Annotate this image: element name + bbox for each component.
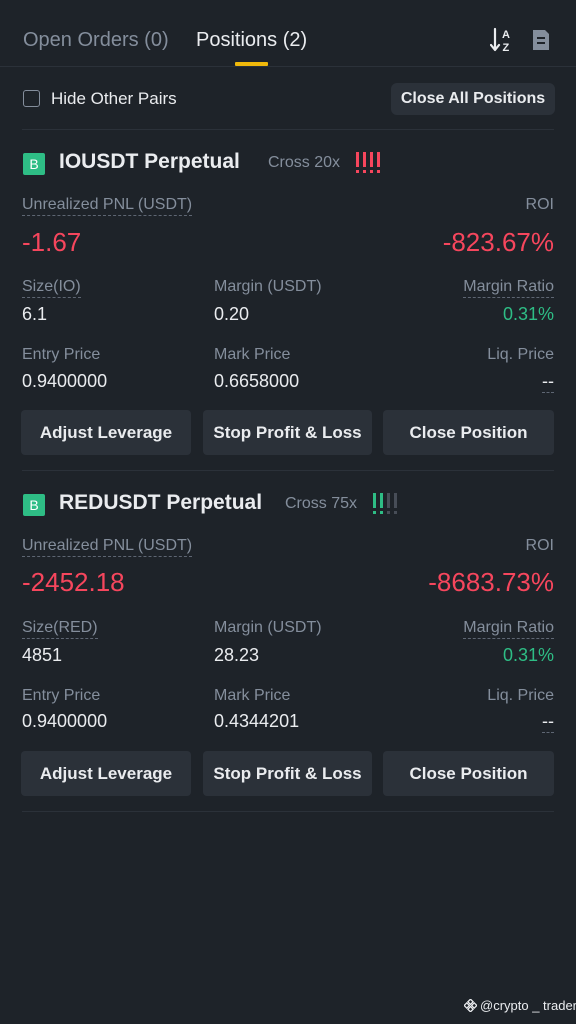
position-card: B REDUSDT Perpetual Cross 75x Unrealized… bbox=[0, 471, 576, 812]
close-all-positions-button[interactable]: Close All Positions bbox=[391, 83, 555, 115]
liq-price-value[interactable]: -- bbox=[542, 371, 554, 393]
tab-open-orders[interactable]: Open Orders (0) bbox=[23, 29, 169, 51]
margin-label: Margin (USDT) bbox=[214, 278, 322, 295]
divider bbox=[22, 811, 554, 812]
liq-price-value[interactable]: -- bbox=[542, 711, 554, 733]
leverage-mode[interactable]: Cross 20x bbox=[268, 154, 341, 171]
hide-other-pairs-label[interactable]: Hide Other Pairs bbox=[51, 89, 177, 108]
liq-price-label: Liq. Price bbox=[487, 346, 554, 363]
size-label[interactable]: Size(IO) bbox=[22, 278, 81, 298]
leverage-mode[interactable]: Cross 75x bbox=[285, 495, 358, 512]
active-tab-indicator bbox=[235, 62, 268, 66]
risk-dot bbox=[373, 511, 376, 514]
risk-bar bbox=[356, 152, 359, 167]
entry-price-value: 0.9400000 bbox=[22, 711, 108, 731]
mark-price-value: 0.4344201 bbox=[214, 711, 300, 731]
risk-dot bbox=[363, 170, 366, 173]
hide-other-pairs-checkbox[interactable] bbox=[23, 90, 40, 107]
risk-bar bbox=[363, 152, 366, 167]
unrealized-pnl-value: -1.67 bbox=[22, 227, 82, 257]
risk-bar bbox=[380, 493, 383, 508]
document-icon[interactable] bbox=[530, 28, 552, 52]
risk-bar bbox=[387, 493, 390, 508]
unrealized-pnl-label[interactable]: Unrealized PNL (USDT) bbox=[22, 196, 193, 216]
size-label[interactable]: Size(RED) bbox=[22, 619, 98, 639]
liq-price-label: Liq. Price bbox=[487, 687, 554, 704]
position-symbol[interactable]: REDUSDT Perpetual bbox=[59, 491, 263, 514]
divider bbox=[22, 129, 554, 130]
position-card: B IOUSDT Perpetual Cross 20x Unrealized … bbox=[0, 130, 576, 471]
mark-price-label: Mark Price bbox=[214, 346, 291, 363]
entry-price-label: Entry Price bbox=[22, 687, 101, 704]
risk-level-icon bbox=[373, 493, 397, 514]
margin-label: Margin (USDT) bbox=[214, 619, 322, 636]
watermark: @crypto _ trader bbox=[464, 998, 576, 1013]
risk-dot bbox=[356, 170, 359, 173]
unrealized-pnl-label[interactable]: Unrealized PNL (USDT) bbox=[22, 537, 193, 557]
svg-text:A: A bbox=[502, 29, 510, 41]
risk-bar bbox=[377, 152, 380, 167]
entry-price-label: Entry Price bbox=[22, 346, 101, 363]
mark-price-value: 0.6658000 bbox=[214, 371, 300, 391]
risk-dot bbox=[377, 170, 380, 173]
mark-price-label: Mark Price bbox=[214, 687, 291, 704]
binance-logo-icon bbox=[464, 999, 477, 1012]
roi-label: ROI bbox=[525, 196, 554, 213]
margin-value: 28.23 bbox=[214, 645, 260, 665]
risk-dot bbox=[380, 511, 383, 514]
unrealized-pnl-value: -2452.18 bbox=[22, 567, 125, 597]
risk-dot bbox=[394, 511, 397, 514]
adjust-leverage-button[interactable]: Adjust Leverage bbox=[21, 751, 191, 796]
stop-profit-loss-button[interactable]: Stop Profit & Loss bbox=[203, 410, 372, 455]
tab-bar: Open Orders (0) Positions (2) A Z bbox=[0, 0, 576, 67]
contract-badge: B bbox=[23, 153, 45, 175]
contract-badge: B bbox=[23, 494, 45, 516]
entry-price-value: 0.9400000 bbox=[22, 371, 108, 391]
margin-ratio-value: 0.31% bbox=[502, 645, 554, 665]
close-position-button[interactable]: Close Position bbox=[383, 751, 554, 796]
sort-az-icon[interactable]: A Z bbox=[490, 27, 514, 53]
margin-ratio-label[interactable]: Margin Ratio bbox=[463, 619, 554, 639]
svg-text:Z: Z bbox=[503, 42, 510, 53]
risk-bar bbox=[373, 493, 376, 508]
divider bbox=[22, 470, 554, 471]
margin-value: 0.20 bbox=[214, 304, 250, 324]
size-value: 6.1 bbox=[22, 304, 48, 324]
roi-value: -8683.73% bbox=[428, 567, 554, 597]
risk-dot bbox=[387, 511, 390, 514]
roi-value: -823.67% bbox=[442, 227, 554, 257]
filter-row: Hide Other Pairs Close All Positions bbox=[0, 67, 576, 129]
stop-profit-loss-button[interactable]: Stop Profit & Loss bbox=[203, 751, 372, 796]
margin-ratio-value: 0.31% bbox=[502, 304, 554, 324]
risk-level-icon bbox=[356, 152, 380, 173]
margin-ratio-label[interactable]: Margin Ratio bbox=[463, 278, 554, 298]
tab-positions[interactable]: Positions (2) bbox=[196, 29, 308, 51]
position-symbol[interactable]: IOUSDT Perpetual bbox=[59, 150, 240, 173]
size-value: 4851 bbox=[22, 645, 63, 665]
adjust-leverage-button[interactable]: Adjust Leverage bbox=[21, 410, 191, 455]
risk-bar bbox=[370, 152, 373, 167]
roi-label: ROI bbox=[525, 537, 554, 554]
close-position-button[interactable]: Close Position bbox=[383, 410, 554, 455]
risk-dot bbox=[370, 170, 373, 173]
risk-bar bbox=[394, 493, 397, 508]
watermark-text: @crypto _ trader bbox=[480, 998, 576, 1013]
